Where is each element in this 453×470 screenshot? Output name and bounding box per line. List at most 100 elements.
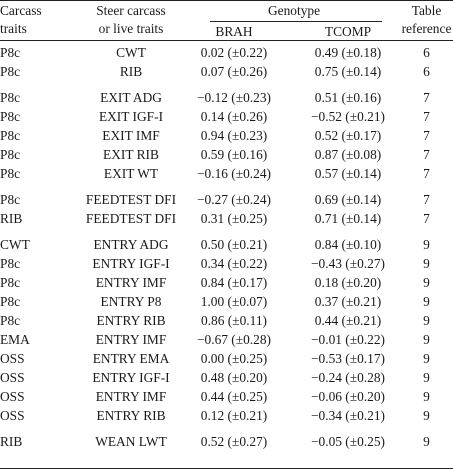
steer-trait-cell: ENTRY RIB <box>96 408 166 423</box>
brah-value: 0.34 (±0.22) <box>200 256 268 271</box>
header-rule <box>0 40 453 41</box>
header-carcass-traits-line1: Carcass <box>0 3 42 18</box>
tcomp-value: −0.05 (±0.25) <box>310 434 386 449</box>
tcomp-value: 0.75 (±0.14) <box>314 64 382 79</box>
tcomp-value: 0.84 (±0.10) <box>314 237 382 252</box>
brah-value: 0.44 (±0.25) <box>200 389 268 404</box>
brah-value: 0.84 (±0.17) <box>200 275 268 290</box>
tcomp-value: −0.24 (±0.28) <box>310 370 386 385</box>
header-table-reference-line2: reference <box>401 21 452 36</box>
carcass-cell: OSS <box>0 351 25 366</box>
table-reference-cell: 7 <box>423 109 430 124</box>
carcass-cell: P8c <box>0 256 21 271</box>
carcass-cell: P8c <box>0 192 21 207</box>
brah-value: 0.07 (±0.26) <box>200 64 268 79</box>
table-reference-cell: 7 <box>423 192 430 207</box>
steer-trait-cell: EXIT IGF-I <box>98 109 164 124</box>
steer-trait-cell: ENTRY RIB <box>96 313 166 328</box>
tcomp-value: 0.71 (±0.14) <box>314 211 382 226</box>
carcass-cell: CWT <box>0 237 30 252</box>
tcomp-value: −0.43 (±0.27) <box>310 256 386 271</box>
carcass-cell: OSS <box>0 370 25 385</box>
carcass-cell: P8c <box>0 90 21 105</box>
header-table-reference-line1: Table <box>411 3 442 18</box>
tcomp-value: 0.44 (±0.21) <box>314 313 382 328</box>
top-rule <box>0 0 453 1</box>
tcomp-value: 0.18 (±0.20) <box>314 275 382 290</box>
brah-value: −0.16 (±0.24) <box>196 166 272 181</box>
carcass-cell: P8c <box>0 45 21 60</box>
carcass-cell: OSS <box>0 389 25 404</box>
steer-trait-cell: EXIT ADG <box>100 90 162 105</box>
brah-value: 0.00 (±0.25) <box>200 351 268 366</box>
table-reference-cell: 9 <box>423 294 430 309</box>
brah-value: 1.00 (±0.07) <box>200 294 268 309</box>
header-genotype: Genotype <box>267 3 321 18</box>
table-reference-cell: 9 <box>423 256 430 271</box>
tcomp-value: −0.34 (±0.21) <box>310 408 386 423</box>
steer-trait-cell: WEAN LWT <box>95 434 167 449</box>
carcass-cell: P8c <box>0 166 21 181</box>
carcass-cell: P8c <box>0 294 21 309</box>
brah-value: −0.12 (±0.23) <box>196 90 272 105</box>
brah-value: 0.50 (±0.21) <box>200 237 268 252</box>
carcass-cell: RIB <box>0 211 23 226</box>
table-reference-cell: 9 <box>423 434 430 449</box>
table-reference-cell: 7 <box>423 128 430 143</box>
tcomp-value: −0.01 (±0.22) <box>310 332 386 347</box>
steer-trait-cell: ENTRY P8 <box>100 294 162 309</box>
tcomp-value: −0.53 (±0.17) <box>310 351 386 366</box>
table-reference-cell: 9 <box>423 332 430 347</box>
table-reference-cell: 9 <box>423 389 430 404</box>
steer-trait-cell: ENTRY IMF <box>95 332 167 347</box>
tcomp-value: −0.52 (±0.21) <box>310 109 386 124</box>
carcass-cell: EMA <box>0 332 30 347</box>
brah-value: 0.48 (±0.20) <box>200 370 268 385</box>
steer-trait-cell: FEEDTEST DFI <box>85 192 177 207</box>
tcomp-value: 0.87 (±0.08) <box>314 147 382 162</box>
steer-trait-cell: EXIT IMF <box>102 128 160 143</box>
steer-trait-cell: ENTRY EMA <box>92 351 170 366</box>
steer-trait-cell: EXIT WT <box>103 166 159 181</box>
tcomp-value: 0.51 (±0.16) <box>314 90 382 105</box>
table-reference-cell: 7 <box>423 147 430 162</box>
carcass-cell: P8c <box>0 64 21 79</box>
brah-value: 0.52 (±0.27) <box>200 434 268 449</box>
header-tcomp: TCOMP <box>324 24 372 39</box>
tcomp-value: 0.57 (±0.14) <box>314 166 382 181</box>
brah-value: 0.31 (±0.25) <box>200 211 268 226</box>
brah-value: 0.86 (±0.11) <box>201 313 267 328</box>
brah-value: −0.27 (±0.24) <box>196 192 272 207</box>
tcomp-value: 0.69 (±0.14) <box>314 192 382 207</box>
steer-trait-cell: CWT <box>116 45 146 60</box>
tcomp-value: 0.52 (±0.17) <box>314 128 382 143</box>
table-reference-cell: 9 <box>423 313 430 328</box>
brah-value: 0.94 (±0.23) <box>200 128 268 143</box>
carcass-cell: P8c <box>0 128 21 143</box>
brah-value: 0.12 (±0.21) <box>200 408 268 423</box>
tcomp-value: −0.06 (±0.20) <box>310 389 386 404</box>
table-reference-cell: 9 <box>423 351 430 366</box>
steer-trait-cell: ENTRY IGF-I <box>92 256 170 271</box>
table-reference-cell: 6 <box>423 45 430 60</box>
steer-trait-cell: ENTRY IMF <box>95 275 167 290</box>
carcass-cell: P8c <box>0 109 21 124</box>
table-reference-cell: 9 <box>423 237 430 252</box>
tcomp-value: 0.37 (±0.21) <box>314 294 382 309</box>
carcass-cell: OSS <box>0 408 25 423</box>
carcass-cell: P8c <box>0 147 21 162</box>
steer-trait-cell: ENTRY IMF <box>95 389 167 404</box>
table-reference-cell: 7 <box>423 166 430 181</box>
header-steer-traits-line2: or live traits <box>98 21 164 36</box>
bottom-rule <box>0 468 453 469</box>
tcomp-value: 0.49 (±0.18) <box>314 45 382 60</box>
table-reference-cell: 6 <box>423 64 430 79</box>
table-reference-cell: 9 <box>423 370 430 385</box>
brah-value: 0.59 (±0.16) <box>200 147 268 162</box>
table-reference-cell: 9 <box>423 408 430 423</box>
brah-value: −0.67 (±0.28) <box>196 332 272 347</box>
carcass-cell: P8c <box>0 275 21 290</box>
header-brah: BRAH <box>215 24 253 39</box>
steer-trait-cell: RIB <box>119 64 143 79</box>
